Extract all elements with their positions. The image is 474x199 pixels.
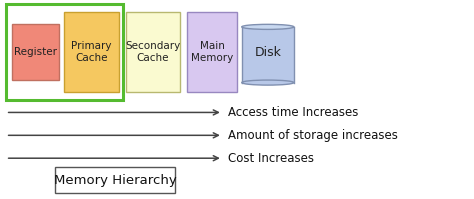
Text: Access time Increases: Access time Increases	[228, 106, 359, 119]
FancyBboxPatch shape	[187, 12, 237, 92]
Ellipse shape	[242, 80, 294, 85]
Ellipse shape	[242, 24, 294, 29]
FancyBboxPatch shape	[12, 24, 59, 80]
FancyBboxPatch shape	[126, 12, 180, 92]
Text: Secondary
Cache: Secondary Cache	[125, 41, 181, 62]
Polygon shape	[242, 27, 294, 83]
FancyBboxPatch shape	[55, 167, 175, 193]
Text: Disk: Disk	[255, 46, 281, 59]
Text: Main
Memory: Main Memory	[191, 41, 233, 62]
Text: Primary
Cache: Primary Cache	[71, 41, 111, 62]
Text: Register: Register	[14, 47, 57, 57]
Text: Memory Hierarchy: Memory Hierarchy	[54, 174, 176, 187]
Text: Cost Increases: Cost Increases	[228, 152, 314, 165]
Text: Amount of storage increases: Amount of storage increases	[228, 129, 398, 142]
FancyBboxPatch shape	[64, 12, 118, 92]
